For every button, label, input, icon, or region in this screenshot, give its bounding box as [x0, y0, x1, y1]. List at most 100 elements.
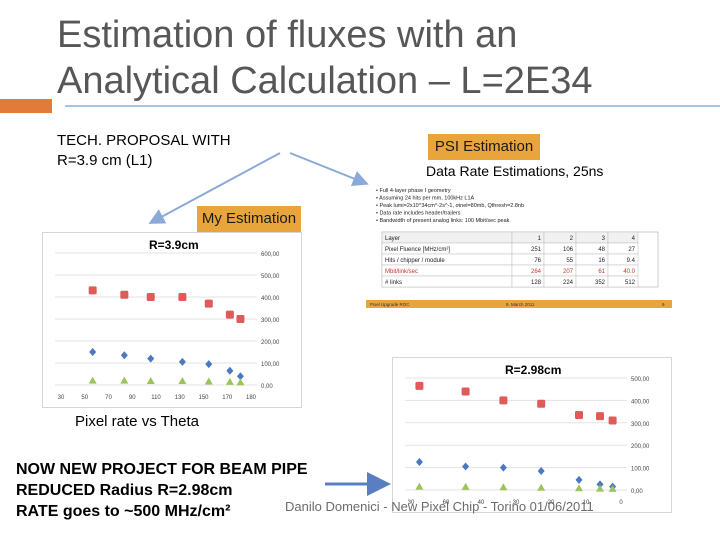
y-tick-label: 100,00: [631, 467, 650, 473]
data-point-diamond: [415, 458, 423, 466]
data-point-square: [146, 293, 155, 301]
psi-table-text: 2: [570, 236, 574, 242]
psi-bullet: • Bandwidth of present analog links: 100…: [376, 218, 510, 224]
data-point-triangle: [225, 377, 234, 385]
x-tick-label: 30: [513, 500, 520, 506]
psi-table-text: 76: [534, 258, 541, 264]
psi-table-text: 1: [538, 236, 542, 242]
y-tick-label: 500,00: [261, 274, 280, 280]
title-line-2: Analytical Calculation – L=2E34: [57, 60, 593, 102]
chart-r298: R=2.98cm 500,00 400,00 300,00 200,00 100,00 0,…: [392, 357, 672, 513]
tech-proposal-line-2: R=3.9 cm (L1): [57, 152, 153, 169]
psi-bullet: • Peak lumi=2x10^34cm^-2s^-1, σinel=80mb…: [376, 203, 524, 209]
tech-proposal-line-1: TECH. PROPOSAL WITH: [57, 132, 231, 149]
psi-table-text: Layer: [385, 236, 400, 242]
data-point-diamond: [226, 366, 234, 375]
y-tick-label: 200,00: [261, 340, 280, 346]
psi-table-text: 55: [566, 258, 573, 264]
my-estimation-label: My Estimation: [197, 206, 301, 232]
data-point-diamond: [205, 360, 213, 369]
data-point-triangle: [236, 378, 245, 386]
x-tick-label: 170: [222, 395, 233, 401]
y-tick-label: 400,00: [261, 296, 280, 302]
accent-bar: [0, 99, 52, 113]
chart-title: R=3.9cm: [149, 238, 199, 252]
data-point-triangle: [204, 377, 213, 385]
psi-table-text: 207: [563, 269, 574, 275]
data-point-diamond: [147, 354, 155, 363]
psi-footer-left: Pixel Upgrade ROC: [370, 302, 410, 307]
psi-table-title: Data Rate Estimations, 25ns: [426, 163, 603, 179]
data-point-diamond: [89, 348, 97, 356]
pixel-rate-caption: Pixel rate vs Theta: [75, 413, 199, 430]
psi-table-cell: [381, 231, 513, 244]
psi-table-text: 251: [531, 247, 542, 253]
data-point-square: [461, 387, 470, 396]
x-tick-label: 60: [443, 500, 450, 506]
psi-table-text: 48: [598, 247, 605, 253]
data-point-triangle: [178, 377, 187, 385]
psi-table-text: 40.0: [623, 269, 635, 275]
y-tick-label: 300,00: [631, 422, 650, 428]
data-point-square: [120, 290, 129, 299]
data-point-square: [415, 381, 424, 390]
psi-table-text: Hits / chipper / module: [385, 258, 445, 264]
data-point-triangle: [146, 377, 155, 385]
new-project-line-1: NOW NEW PROJECT FOR BEAM PIPE: [16, 461, 308, 478]
y-tick-label: 100,00: [261, 362, 280, 368]
data-point-square: [88, 286, 97, 295]
x-tick-label: 110: [151, 395, 161, 401]
new-project-line-3: RATE goes to ~500 MHz/cm²: [16, 503, 231, 520]
psi-table-cell: [607, 275, 639, 288]
x-tick-label: 180: [246, 395, 257, 401]
data-point-square: [178, 293, 187, 301]
chart-r39: R=3.9cm 600,00 500,00 400,00 30 0,00 200,00 100…: [42, 232, 302, 408]
x-tick-label: 130: [175, 395, 186, 401]
data-point-triangle: [461, 482, 470, 490]
x-tick-label: 70: [105, 395, 112, 401]
x-tick-label: 90: [129, 395, 136, 401]
psi-table-text: Pixel Fluence [MHz/cm²]: [385, 247, 450, 253]
psi-table-text: 16: [598, 258, 605, 264]
data-point-diamond: [499, 463, 507, 472]
psi-footer-right: 9: [662, 302, 665, 307]
psi-bullet: • Full 4-layer phase I geometry: [376, 188, 451, 194]
psi-table-text: 9.4: [627, 258, 636, 264]
data-point-square: [204, 299, 213, 308]
x-tick-label: 30: [58, 395, 65, 401]
data-point-diamond: [236, 372, 244, 381]
psi-estimation-table: Data Rate Estimations, 25ns • Full 4-laye…: [366, 160, 672, 310]
psi-table-svg: Data Rate Estimations, 25ns • Full 4-laye…: [366, 163, 672, 308]
data-point-triangle: [608, 484, 617, 492]
psi-table-text: 4: [632, 236, 636, 242]
y-tick-label: 0,00: [261, 384, 273, 390]
new-project-text: NOW NEW PROJECT FOR BEAM PIPE REDUCED Ra…: [16, 459, 376, 522]
psi-bullet: • Assuming 24 hits per mm, 100kHz L1A: [376, 196, 475, 202]
chart-title: R=2.98cm: [505, 363, 561, 377]
data-point-triangle: [88, 376, 97, 384]
psi-estimation-label: PSI Estimation: [428, 134, 540, 160]
psi-table-text: 27: [628, 247, 635, 253]
data-point-triangle: [575, 484, 583, 492]
data-point-diamond: [120, 351, 128, 360]
arrow-to-psi-estimation: [289, 152, 369, 186]
y-tick-label: 600,00: [261, 252, 280, 258]
data-point-square: [499, 396, 508, 405]
x-tick-label: 50: [81, 395, 88, 401]
y-tick-label: 0,00: [631, 489, 643, 495]
psi-table-text: 224: [563, 280, 574, 286]
psi-footer-mid: 9. March 2011: [506, 302, 535, 307]
arrow-to-my-estimation: [148, 152, 281, 224]
chart-r39-svg: R=3.9cm 600,00 500,00 400,00 30 0,00 200,00 100…: [55, 238, 280, 401]
psi-table-text: Mbit/link/sec: [385, 269, 418, 275]
data-point-triangle: [120, 376, 129, 384]
tech-proposal-label: TECH. PROPOSAL WITH R=3.9 cm (L1): [57, 131, 317, 171]
psi-table-text: 512: [625, 280, 636, 286]
data-point-square: [236, 315, 245, 323]
data-point-diamond: [575, 475, 583, 484]
chart-r298-svg: R=2.98cm 500,00 400,00 300,00 200,00 100,00 0,…: [405, 363, 650, 506]
x-tick-label: 30: [408, 500, 415, 506]
psi-table-text: 61: [598, 269, 605, 275]
